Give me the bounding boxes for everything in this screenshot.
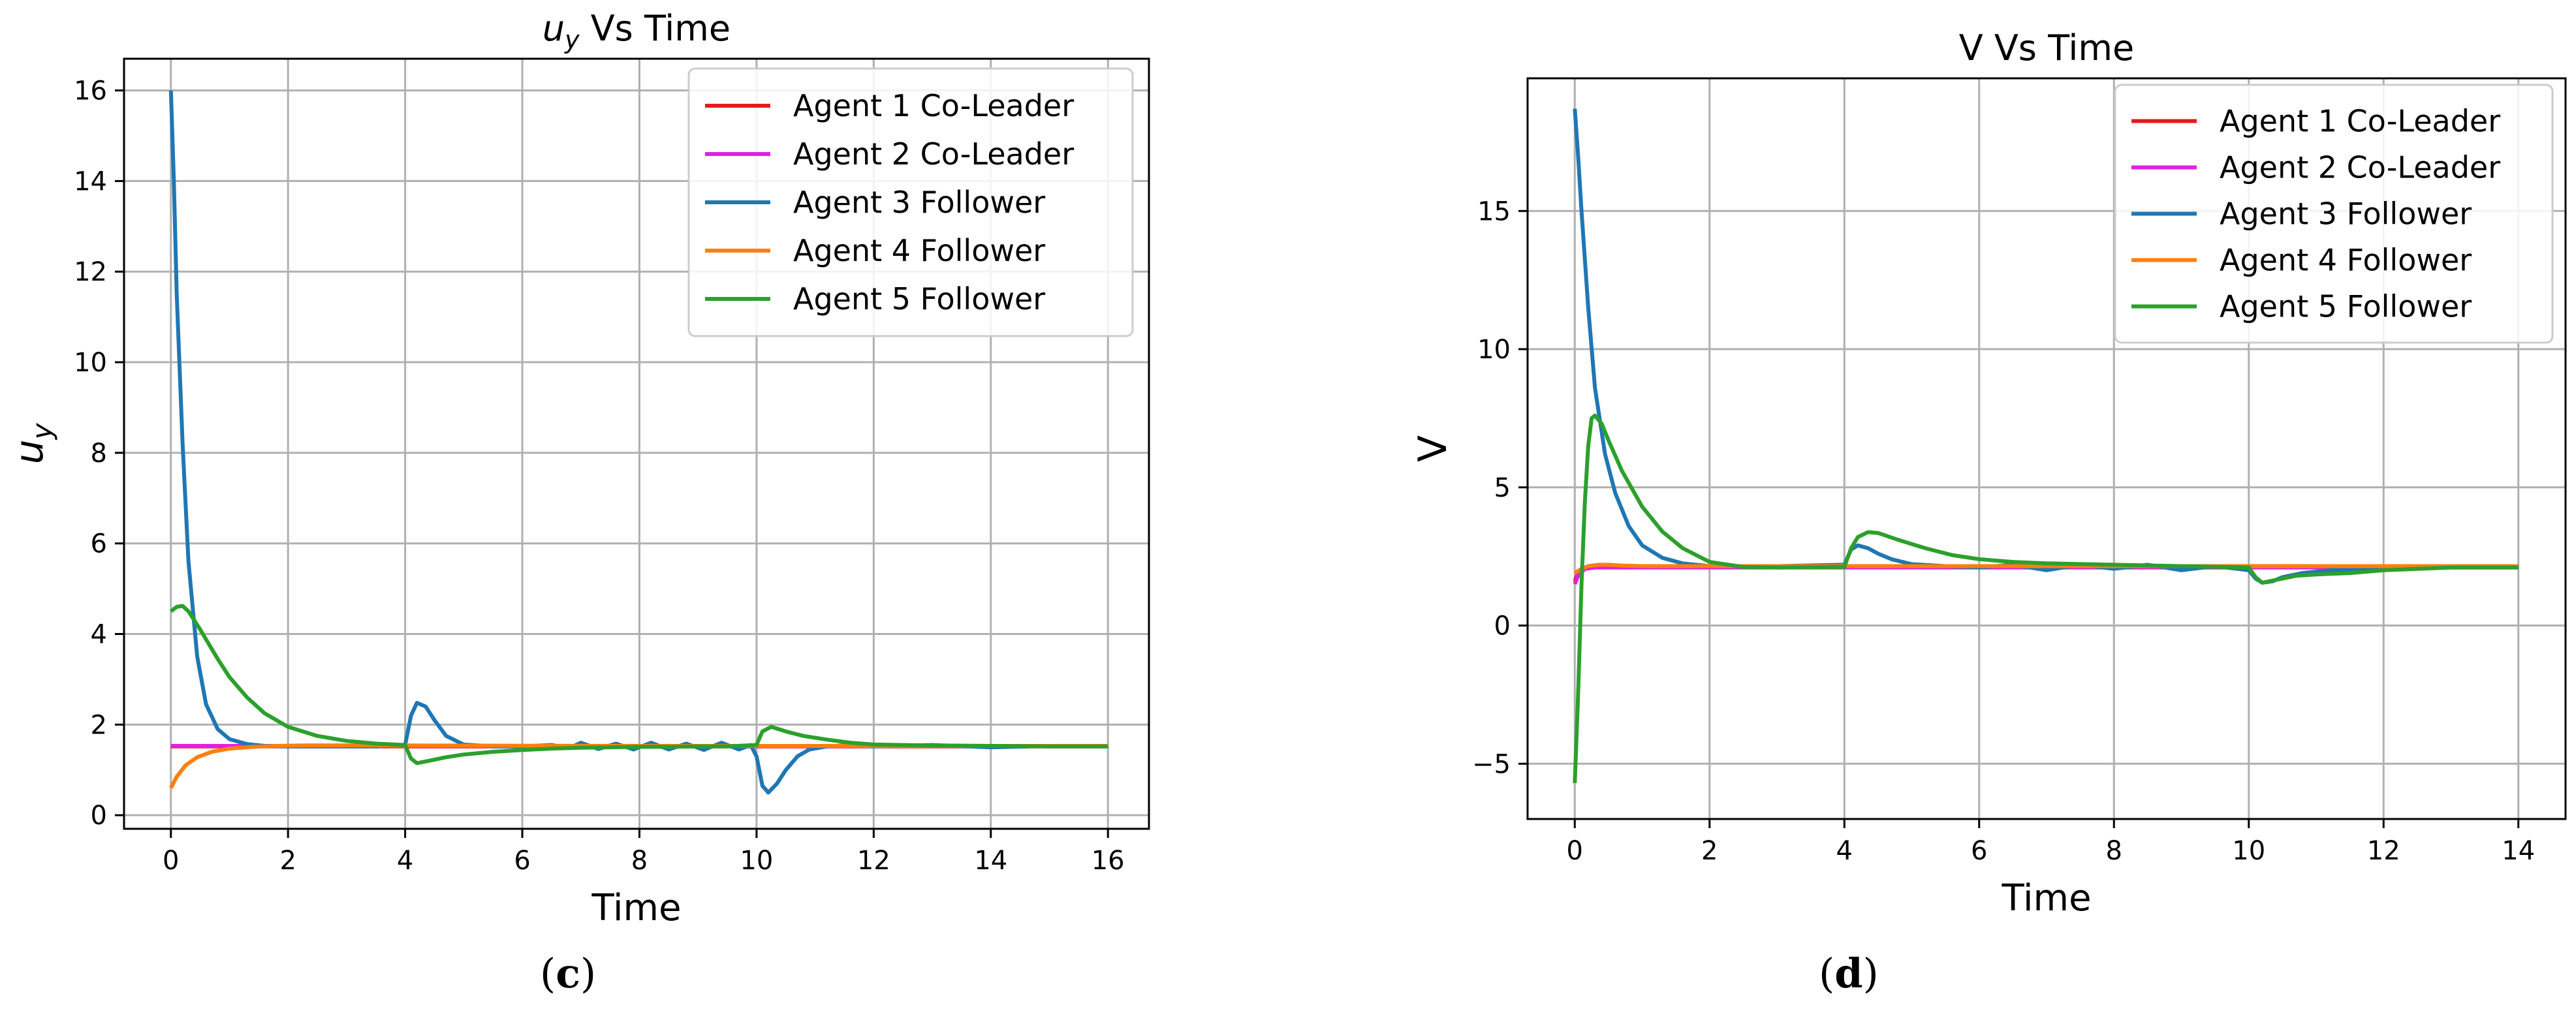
legend-label-agent-3: Agent 3 Follower (793, 185, 1045, 220)
legend-label-agent-1: Agent 1 Co-Leader (793, 88, 1074, 123)
series-line-agent-4 (1573, 563, 2519, 575)
chart-title: V Vs Time (1959, 27, 2135, 69)
legend-label-agent-5: Agent 5 Follower (2220, 289, 2472, 324)
x-tick-label-5: 10 (740, 846, 773, 876)
x-tick-label-6: 12 (857, 846, 890, 876)
x-tick-label-7: 14 (974, 846, 1007, 876)
legend-label-agent-4: Agent 4 Follower (793, 233, 1045, 268)
plot-frame (123, 57, 1150, 830)
panel-label-c: (c) (540, 950, 597, 997)
y-tick-label-5: 10 (74, 348, 107, 378)
chart-uy-vs-time: 0 2 4 6 8 10 12 14 16 0 2 4 6 8 10 12 14 16 uy Vs Time Time… (7, 8, 1150, 929)
x-axis-label: Time (591, 887, 681, 929)
x-tick-label-3: 6 (514, 846, 530, 876)
x-tick-label-5: 10 (2232, 836, 2265, 866)
y-tick-label-0: −5 (1472, 749, 1511, 779)
panel-label-d: (d) (1819, 950, 1879, 997)
legend-label-agent-4: Agent 4 Follower (2220, 243, 2472, 278)
y-tick-label-3: 6 (91, 529, 107, 559)
y-tick-label-3: 10 (1477, 335, 1511, 365)
y-tick-label-1: 0 (1494, 611, 1511, 641)
y-tick-label-4: 8 (91, 439, 107, 469)
x-tick-label-2: 4 (397, 846, 413, 876)
x-tick-label-4: 8 (631, 846, 648, 876)
legend: Agent 1 Co-Leader Agent 2 Co-Leader Agent … (2114, 84, 2554, 344)
x-tick-label-8: 16 (1092, 846, 1125, 876)
legend-box (2114, 84, 2554, 344)
legend: Agent 1 Co-Leader Agent 2 Co-Leader Agent … (687, 67, 1134, 337)
y-tick-label-1: 2 (91, 710, 107, 740)
y-tick-label-0: 0 (91, 801, 107, 831)
y-tick-label-6: 12 (74, 257, 107, 287)
series-line-agent-5 (1573, 413, 2519, 784)
x-tick-label-0: 0 (163, 846, 179, 876)
legend-label-agent-2: Agent 2 Co-Leader (2220, 150, 2500, 185)
x-tick-label-6: 12 (2367, 836, 2400, 866)
y-tick-label-2: 4 (91, 620, 107, 650)
legend-label-agent-1: Agent 1 Co-Leader (2220, 104, 2500, 139)
x-tick-label-1: 2 (1701, 836, 1718, 866)
chart-v-vs-time: 0 2 4 6 8 10 12 14 −5 0 5 10 15 V Vs Time Time V Agent 1… (1410, 27, 2567, 920)
plot-frame (1526, 77, 2567, 820)
legend-box (687, 67, 1134, 337)
y-tick-label-4: 15 (1477, 196, 1511, 226)
y-axis-label: V (1410, 435, 1456, 462)
y-axis-label: uy (7, 422, 58, 464)
x-tick-label-7: 14 (2502, 836, 2535, 866)
series-line-agent-5 (169, 604, 1108, 765)
x-tick-label-1: 2 (279, 846, 296, 876)
legend-label-agent-5: Agent 5 Follower (793, 281, 1045, 317)
x-axis-label: Time (2001, 877, 2091, 920)
y-tick-label-7: 14 (74, 166, 107, 196)
x-tick-label-2: 4 (1836, 836, 1853, 866)
chart-title: uy Vs Time (542, 8, 730, 54)
legend-label-agent-2: Agent 2 Co-Leader (793, 136, 1074, 172)
x-tick-label-3: 6 (1971, 836, 1987, 866)
y-tick-label-8: 16 (74, 76, 107, 106)
legend-label-agent-3: Agent 3 Follower (2220, 196, 2472, 232)
x-tick-label-4: 8 (2106, 836, 2122, 866)
y-tick-label-2: 5 (1494, 473, 1511, 503)
x-tick-label-0: 0 (1567, 836, 1583, 866)
